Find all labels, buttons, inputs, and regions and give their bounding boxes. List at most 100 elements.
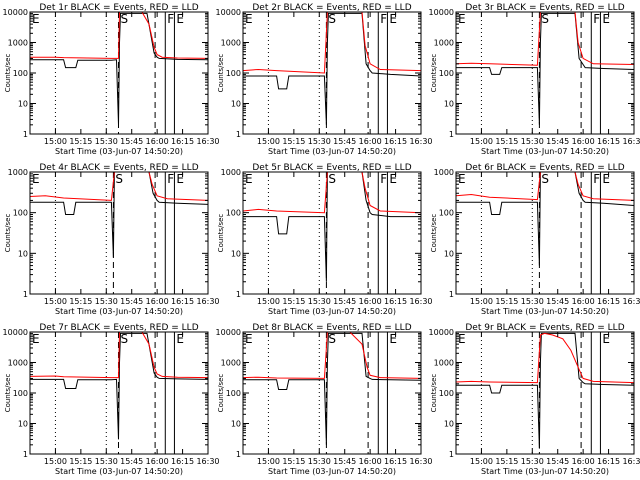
x-tick-label: 15:00 — [470, 137, 493, 146]
y-tick-label: 10 — [231, 100, 241, 109]
y-tick-label: 1000 — [8, 359, 28, 368]
event-marker-label: E — [389, 172, 397, 186]
event-marker-label: S — [541, 12, 549, 26]
x-tick-label: 16:15 — [597, 137, 620, 146]
y-tick-label: 1000 — [221, 168, 241, 177]
x-tick-label: 16:15 — [171, 137, 194, 146]
event-marker-label: E — [602, 332, 610, 346]
y-tick-label: 1 — [23, 290, 28, 299]
y-tick-label: 100 — [226, 69, 241, 78]
y-tick-label: 1 — [23, 450, 28, 459]
x-tick-label: 16:00 — [146, 297, 169, 306]
y-tick-label: 1000 — [434, 359, 454, 368]
x-tick-label: 16:30 — [196, 457, 219, 466]
event-marker-label: E — [245, 12, 253, 26]
x-tick-label: 16:00 — [572, 297, 595, 306]
y-axis-label: Counts/sec — [217, 214, 225, 253]
y-tick-label: 100 — [13, 69, 28, 78]
y-tick-label: 1000 — [434, 39, 454, 48]
event-marker-label: F — [380, 172, 387, 186]
x-tick-label: 16:30 — [409, 137, 432, 146]
y-tick-label: 10000 — [429, 8, 454, 17]
event-marker-label: S — [328, 12, 336, 26]
y-tick-label: 10000 — [216, 328, 241, 337]
x-tick-label: 16:15 — [384, 297, 407, 306]
x-axis-label: Start Time (03-Jun-07 14:50:20) — [55, 307, 183, 316]
y-tick-label: 100 — [13, 209, 28, 218]
y-tick-label: 1 — [236, 130, 241, 139]
x-tick-label: 15:45 — [546, 137, 569, 146]
x-tick-label: 15:00 — [44, 297, 67, 306]
event-marker-label: E — [32, 332, 40, 346]
x-tick-label: 16:00 — [359, 457, 382, 466]
x-tick-label: 15:15 — [282, 297, 305, 306]
x-axis-label: Start Time (03-Jun-07 14:50:20) — [481, 147, 609, 156]
x-tick-label: 16:15 — [171, 297, 194, 306]
y-tick-label: 1 — [449, 290, 454, 299]
x-tick-label: 16:30 — [196, 297, 219, 306]
y-axis-label: Counts/sec — [4, 374, 12, 413]
y-tick-label: 100 — [226, 209, 241, 218]
y-axis-label: Counts/sec — [430, 374, 438, 413]
y-tick-label: 10000 — [3, 8, 28, 17]
chart-title: Det 7r BLACK = Events, RED = LLD — [39, 323, 198, 333]
y-tick-label: 10000 — [429, 328, 454, 337]
events-series-line — [243, 12, 422, 125]
x-tick-label: 16:15 — [384, 457, 407, 466]
event-marker-label: S — [328, 332, 336, 346]
x-tick-label: 15:15 — [282, 457, 305, 466]
event-marker-label: F — [593, 12, 600, 26]
x-tick-label: 16:15 — [171, 457, 194, 466]
x-axis-label: Start Time (03-Jun-07 14:50:20) — [268, 307, 396, 316]
events-series-line — [30, 12, 209, 125]
x-tick-label: 16:00 — [572, 137, 595, 146]
plot-frame — [242, 171, 422, 295]
y-tick-label: 1 — [236, 290, 241, 299]
x-tick-label: 15:45 — [333, 457, 356, 466]
event-marker-label: S — [120, 332, 128, 346]
event-marker-label: E — [176, 12, 184, 26]
events-series-line — [456, 171, 635, 266]
event-marker-label: E — [176, 332, 184, 346]
x-tick-label: 15:00 — [257, 457, 280, 466]
y-tick-label: 100 — [439, 69, 454, 78]
plot-frame — [455, 171, 635, 295]
x-tick-label: 15:00 — [470, 297, 493, 306]
y-tick-label: 10 — [231, 249, 241, 258]
x-axis-label: Start Time (03-Jun-07 14:50:20) — [55, 147, 183, 156]
event-marker-label: F — [593, 172, 600, 186]
y-tick-label: 100 — [439, 389, 454, 398]
plot-frame — [455, 11, 635, 135]
x-tick-label: 15:30 — [308, 297, 331, 306]
chart-title: Det 5r BLACK = Events, RED = LLD — [252, 163, 411, 173]
x-tick-label: 15:00 — [470, 457, 493, 466]
x-tick-label: 16:30 — [196, 137, 219, 146]
event-marker-label: S — [328, 172, 336, 186]
x-tick-label: 15:30 — [521, 137, 544, 146]
y-tick-label: 10 — [18, 100, 28, 109]
y-tick-label: 100 — [226, 389, 241, 398]
y-tick-label: 1000 — [221, 39, 241, 48]
y-axis-label: Counts/sec — [4, 54, 12, 93]
event-marker-label: E — [389, 12, 397, 26]
x-tick-label: 15:00 — [44, 137, 67, 146]
x-tick-label: 15:30 — [521, 297, 544, 306]
event-marker-label: E — [458, 172, 466, 186]
x-tick-label: 15:00 — [257, 297, 280, 306]
events-series-line — [456, 332, 635, 449]
x-tick-label: 16:30 — [622, 297, 640, 306]
events-series-line — [243, 171, 421, 282]
x-axis-label: Start Time (03-Jun-07 14:50:20) — [268, 467, 396, 476]
x-tick-label: 16:00 — [146, 457, 169, 466]
event-marker-label: F — [167, 172, 174, 186]
y-tick-label: 10000 — [216, 8, 241, 17]
y-tick-label: 1 — [449, 450, 454, 459]
chart-title: Det 3r BLACK = Events, RED = LLD — [465, 3, 624, 13]
